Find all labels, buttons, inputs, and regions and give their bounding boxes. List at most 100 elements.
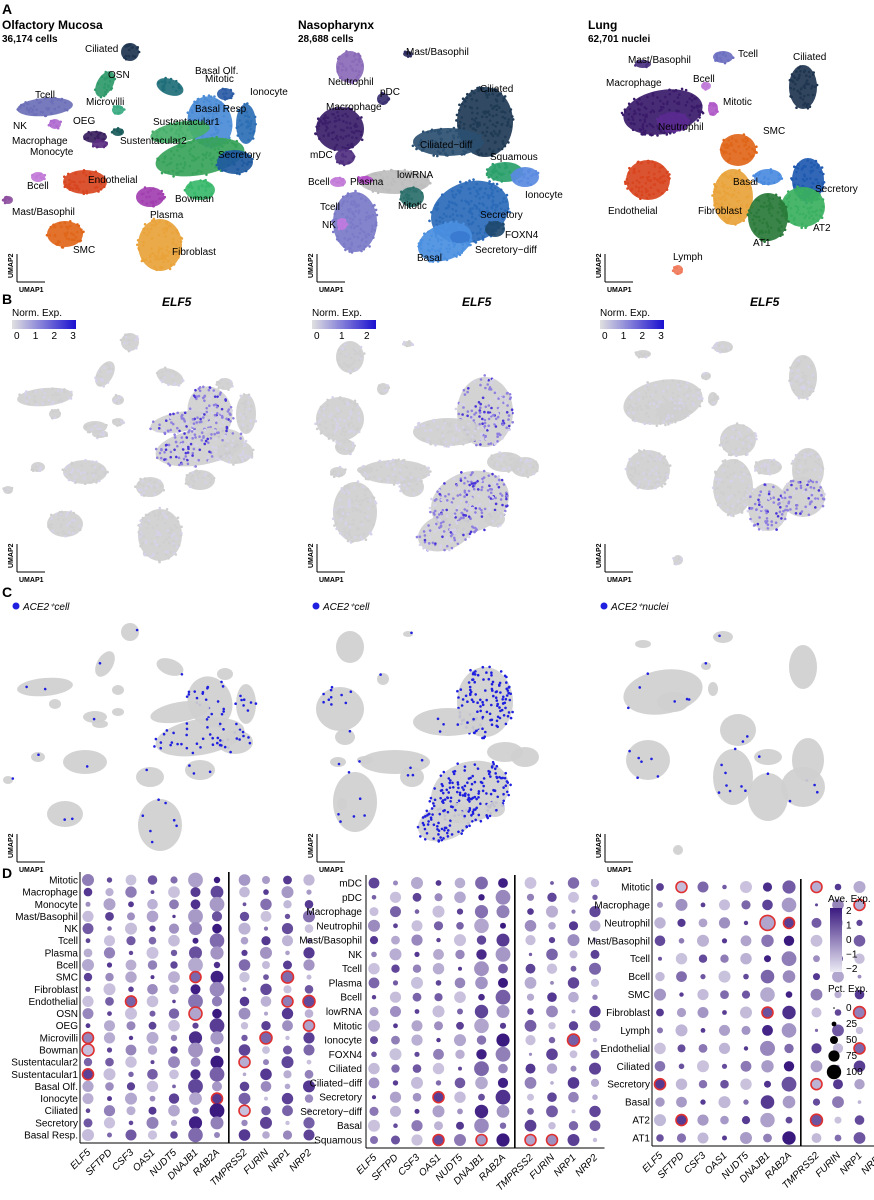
cell-point — [242, 110, 246, 113]
cell-point — [153, 492, 157, 496]
cell-point — [647, 352, 650, 356]
cell-point — [164, 235, 167, 238]
cell-point — [792, 388, 795, 392]
cell-point — [344, 354, 347, 358]
cell-point — [469, 134, 473, 138]
cell-point — [816, 219, 820, 222]
cell-point — [478, 440, 481, 443]
cell-point — [511, 421, 514, 424]
cell-point — [64, 183, 68, 187]
cell-point — [350, 241, 354, 245]
cell-point — [780, 225, 783, 228]
cell-point — [464, 142, 468, 146]
cell-point — [755, 211, 758, 215]
cluster-a-1-2 — [377, 91, 391, 105]
cell-point — [172, 542, 175, 545]
cell-point — [795, 106, 798, 109]
cell-point — [532, 472, 536, 476]
cell-point — [379, 173, 382, 176]
cell-point — [243, 408, 247, 411]
cell-point — [347, 490, 350, 494]
cell-point — [666, 175, 670, 178]
cluster-a-1-13 — [399, 186, 424, 209]
cell-point — [339, 410, 342, 413]
cell-point — [354, 205, 358, 209]
cell-point — [485, 130, 489, 134]
cell-point — [368, 245, 371, 248]
cell-point — [223, 141, 226, 145]
cell-point — [244, 459, 247, 462]
cell-point — [131, 46, 135, 49]
cell-point — [798, 73, 801, 77]
cell-point — [71, 187, 75, 190]
cell-point — [348, 122, 352, 125]
cell-point — [338, 531, 342, 535]
cell-point — [154, 514, 157, 518]
cell-point — [165, 508, 169, 511]
cell-point — [771, 197, 775, 201]
cell-point — [158, 192, 162, 195]
cluster-a-0-13 — [215, 150, 254, 176]
cell-point — [359, 222, 362, 225]
cell-point — [749, 211, 753, 215]
cell-point — [797, 162, 800, 166]
cell-point — [65, 514, 68, 517]
cell-point — [331, 423, 335, 427]
cell-point — [489, 131, 493, 135]
cell-point — [169, 77, 173, 81]
cell-point — [458, 103, 461, 107]
cell-point — [208, 152, 212, 155]
cell-point — [683, 113, 686, 116]
cell-point — [449, 424, 452, 428]
cell-point — [789, 366, 792, 369]
cell-point — [509, 125, 513, 128]
cell-point — [484, 91, 487, 95]
cell-point — [136, 243, 139, 247]
cell-point — [56, 531, 60, 535]
cell-point — [516, 171, 519, 174]
cell-point — [243, 412, 246, 415]
cluster-b-0-17 — [184, 469, 216, 490]
cell-point — [495, 100, 499, 103]
cell-point — [114, 393, 118, 397]
cell-point — [660, 403, 663, 407]
cell-point — [769, 168, 773, 171]
cell-point — [471, 221, 475, 224]
cell-point — [470, 142, 474, 146]
cell-point — [462, 152, 466, 156]
cell-point — [382, 187, 385, 190]
cell-point — [761, 221, 764, 225]
cell-point — [331, 433, 334, 437]
cell-point — [338, 176, 342, 180]
cell-point — [364, 477, 368, 481]
cell-point — [364, 176, 367, 179]
cell-point — [728, 157, 732, 160]
cell-point — [502, 223, 505, 226]
cell-point — [490, 154, 494, 158]
cell-point — [726, 221, 729, 225]
cell-point — [347, 523, 351, 526]
cell-point — [208, 107, 212, 111]
cell-point — [155, 134, 159, 138]
cell-point — [164, 538, 168, 542]
cell-point — [93, 137, 97, 140]
cell-point — [801, 184, 805, 188]
panel-letter-a: A — [2, 1, 12, 17]
cell-point — [708, 102, 712, 105]
cell-point — [363, 245, 366, 248]
cell-point — [671, 117, 674, 121]
cell-point — [176, 520, 180, 523]
cell-point — [451, 149, 455, 153]
cell-point — [721, 349, 724, 353]
cell-point — [452, 136, 456, 140]
cell-point — [478, 123, 481, 127]
cell-point — [350, 356, 353, 360]
cluster-blob — [336, 341, 364, 373]
cell-point — [205, 151, 209, 155]
cell-point — [169, 550, 172, 554]
cell-point — [66, 227, 70, 230]
cell-point — [489, 104, 493, 107]
cell-point — [352, 131, 356, 135]
cell-point — [353, 215, 357, 218]
cluster-b-0-10 — [49, 408, 61, 420]
